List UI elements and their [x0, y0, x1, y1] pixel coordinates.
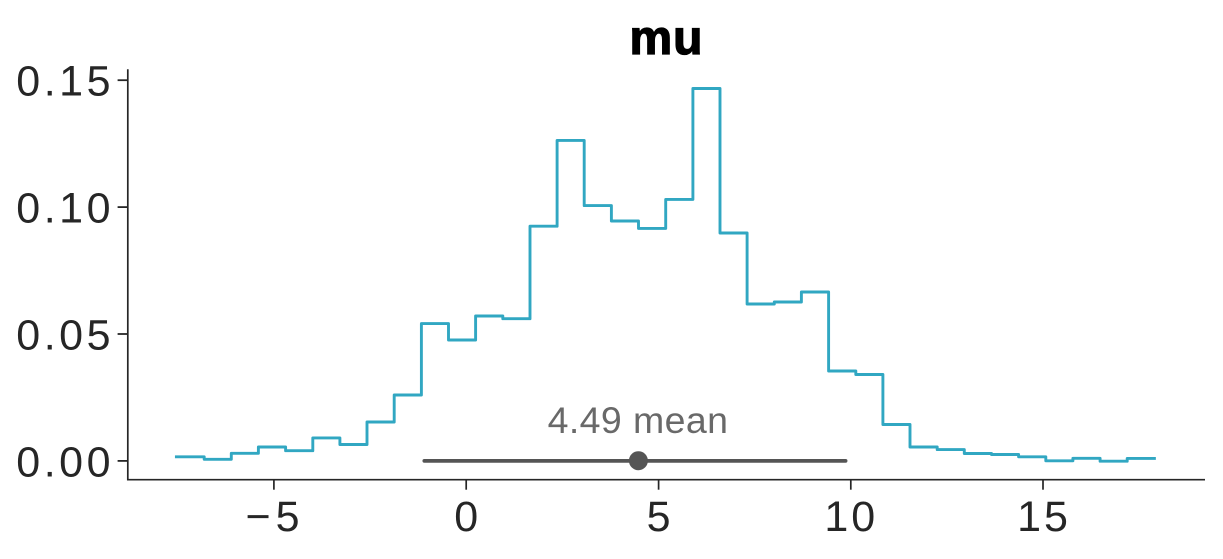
svg-text:0.10: 0.10	[16, 185, 114, 233]
svg-text:0: 0	[454, 493, 478, 541]
svg-text:mu: mu	[630, 12, 704, 65]
svg-text:0.15: 0.15	[16, 58, 114, 106]
svg-text:15: 15	[1017, 493, 1071, 541]
svg-text:0.00: 0.00	[16, 438, 114, 486]
svg-text:−5: −5	[245, 493, 304, 541]
svg-text:5: 5	[647, 493, 671, 541]
svg-text:0.05: 0.05	[16, 311, 114, 359]
svg-text:4.49 mean: 4.49 mean	[548, 399, 729, 441]
svg-text:10: 10	[824, 493, 878, 541]
